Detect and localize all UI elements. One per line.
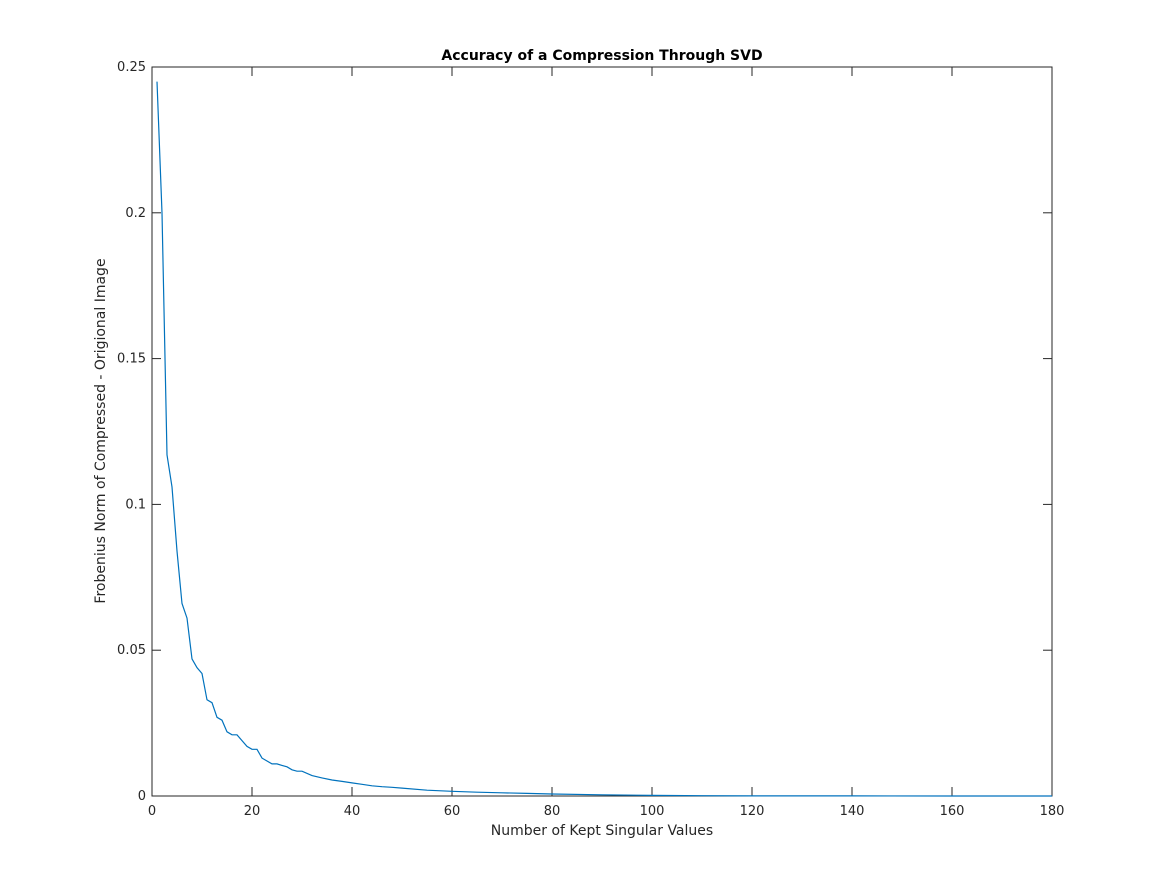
y-tick-label: 0.05 xyxy=(117,643,146,658)
series-group xyxy=(156,81,1052,797)
y-tick-label: 0.2 xyxy=(125,206,146,221)
y-tick-label: 0.25 xyxy=(117,60,146,75)
y-tick-label: 0.1 xyxy=(125,497,146,512)
y-tick-label: 0 xyxy=(138,789,146,804)
x-tick-label: 80 xyxy=(544,804,561,819)
y-tick-label: 0.15 xyxy=(117,352,146,367)
x-tick-label: 180 xyxy=(1040,804,1065,819)
plot-area xyxy=(151,66,1053,797)
x-tick-label: 40 xyxy=(344,804,361,819)
x-tick-label: 100 xyxy=(640,804,665,819)
y-axis: 0 0.05 0.1 0.15 0.2 0.25 xyxy=(117,60,1052,804)
x-tick-label: 60 xyxy=(444,804,461,819)
x-tick-label: 0 xyxy=(148,804,156,819)
x-axis: 0 20 40 60 80 100 120 140 160 180 xyxy=(148,67,1065,819)
x-tick-label: 160 xyxy=(940,804,965,819)
chart-title: Accuracy of a Compression Through SVD xyxy=(441,48,762,64)
x-tick-label: 120 xyxy=(740,804,765,819)
series-line-1 xyxy=(156,81,1052,797)
x-tick-label: 20 xyxy=(244,804,261,819)
x-axis-label: Number of Kept Singular Values xyxy=(491,823,713,839)
y-axis-label: Frobenius Norm of Compressed - Origional… xyxy=(93,258,109,603)
x-tick-label: 140 xyxy=(840,804,865,819)
